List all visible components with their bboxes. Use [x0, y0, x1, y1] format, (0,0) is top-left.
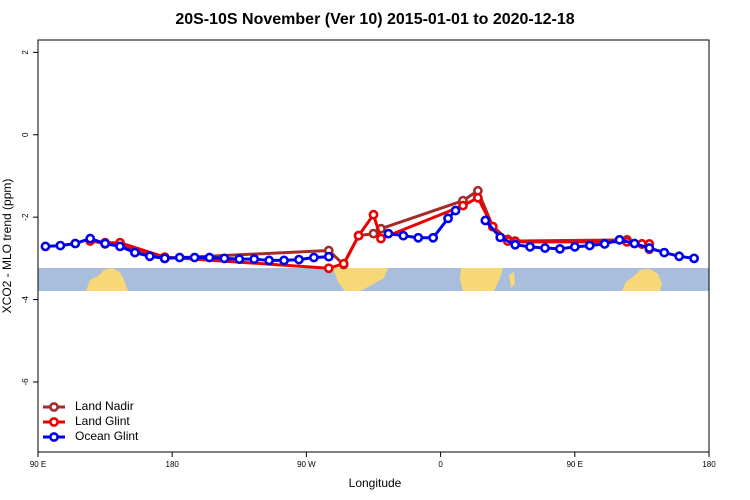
point	[674, 251, 685, 262]
point	[174, 252, 185, 263]
point	[480, 215, 491, 226]
land-australia	[86, 268, 128, 291]
y-tick-label: 2	[21, 50, 30, 55]
point	[376, 233, 386, 244]
point	[599, 239, 610, 249]
point	[144, 251, 155, 262]
x-tick-label: 0	[438, 460, 443, 469]
point	[584, 240, 595, 251]
y-tick-label: 0	[21, 132, 30, 137]
point	[450, 205, 461, 216]
x-tick-label: 90 E	[567, 460, 583, 469]
point	[308, 252, 319, 263]
plot-frame	[37, 39, 710, 453]
y-tick-label: -4	[21, 295, 30, 303]
point	[219, 253, 230, 264]
point	[115, 241, 125, 252]
x-tick-label: 180	[166, 460, 180, 469]
point	[130, 247, 140, 258]
point	[368, 228, 379, 239]
chart-title: 20S-10S November (Ver 10) 2015-01-01 to …	[175, 11, 574, 28]
point	[264, 255, 275, 266]
land-south-america	[333, 268, 388, 291]
point	[368, 209, 379, 220]
point	[510, 239, 521, 250]
point	[189, 252, 200, 263]
point	[428, 232, 439, 243]
y-tick-label: -2	[21, 213, 30, 221]
point	[413, 232, 424, 243]
point	[55, 240, 66, 251]
legend-marker	[49, 417, 59, 427]
point	[294, 254, 304, 265]
point	[614, 234, 625, 245]
point	[525, 241, 535, 252]
point	[40, 241, 51, 252]
series-line	[89, 189, 651, 267]
legend-label: Land Glint	[75, 414, 130, 428]
legend-marker	[49, 402, 59, 412]
point	[159, 253, 170, 264]
point	[234, 254, 245, 265]
point	[85, 233, 96, 244]
legend-label: Land Nadir	[75, 399, 134, 413]
point	[644, 243, 655, 253]
legend-label: Ocean Glint	[75, 429, 139, 443]
point	[338, 258, 349, 269]
point	[689, 253, 699, 264]
point	[70, 238, 81, 249]
point	[383, 228, 394, 239]
point	[629, 238, 640, 249]
point	[398, 230, 409, 241]
point	[554, 243, 565, 254]
legend-marker	[49, 432, 59, 442]
x-tick-label: 90 W	[297, 460, 316, 469]
map-strip	[38, 268, 709, 291]
x-tick-label: 90 E	[30, 460, 46, 469]
land-madagascar	[509, 272, 515, 288]
x-axis-label: Longitude	[349, 476, 402, 490]
y-tick-label: -6	[21, 378, 30, 386]
point	[540, 243, 550, 253]
point	[323, 251, 334, 262]
point	[472, 192, 483, 203]
point	[249, 254, 260, 265]
point	[495, 232, 506, 243]
point	[458, 200, 468, 211]
point	[100, 238, 110, 249]
point	[323, 263, 334, 274]
y-axis-label: XCO2 - MLO trend (ppm)	[0, 179, 14, 314]
point	[204, 252, 215, 263]
point	[279, 255, 289, 266]
land-australia-2	[622, 269, 662, 291]
land-africa	[460, 268, 503, 291]
point	[353, 230, 364, 241]
point	[659, 247, 670, 258]
point	[569, 241, 580, 252]
point	[443, 213, 453, 224]
x-tick-label: 180	[702, 460, 716, 469]
